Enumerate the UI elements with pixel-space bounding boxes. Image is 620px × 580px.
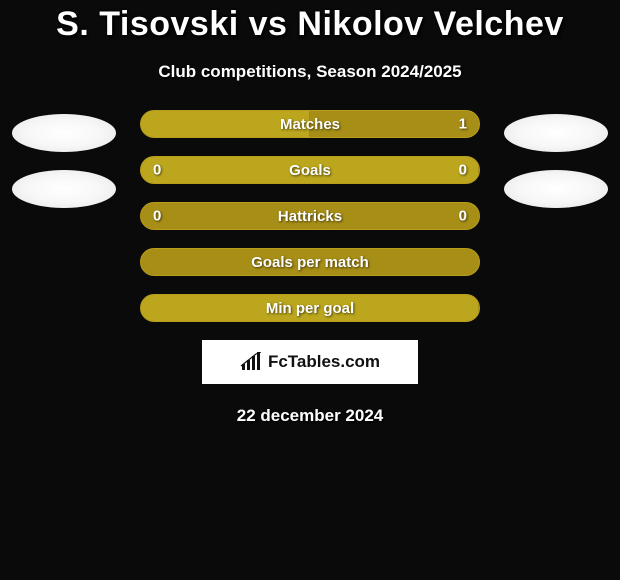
player-badge-oval bbox=[504, 170, 608, 208]
stat-left-value: 0 bbox=[153, 208, 161, 225]
right-player-column bbox=[504, 110, 608, 322]
logo-text: FcTables.com bbox=[268, 352, 380, 372]
stat-label: Goals per match bbox=[251, 254, 369, 271]
stat-left-value: 0 bbox=[153, 162, 161, 179]
stat-fill bbox=[141, 249, 142, 275]
bar-chart-icon bbox=[240, 352, 264, 372]
stat-bar-matches: Matches 1 bbox=[140, 110, 480, 138]
stat-bar-min-per-goal: Min per goal bbox=[140, 294, 480, 322]
page-title: S. Tisovski vs Nikolov Velchev bbox=[56, 5, 564, 44]
stat-label: Matches bbox=[280, 116, 340, 133]
player-badge-oval bbox=[504, 114, 608, 152]
stat-right-value: 0 bbox=[459, 162, 467, 179]
stat-fill bbox=[141, 203, 142, 229]
source-logo[interactable]: FcTables.com bbox=[202, 340, 418, 384]
stat-label: Goals bbox=[289, 162, 331, 179]
stat-label: Min per goal bbox=[266, 300, 354, 317]
stats-bars: Matches 1 0 Goals 0 0 Hattricks 0 Goals … bbox=[140, 110, 480, 322]
player-badge-oval bbox=[12, 114, 116, 152]
stat-bar-goals: 0 Goals 0 bbox=[140, 156, 480, 184]
subtitle: Club competitions, Season 2024/2025 bbox=[158, 62, 461, 82]
stat-right-value: 0 bbox=[459, 208, 467, 225]
stat-right-value: 1 bbox=[459, 116, 467, 133]
stat-label: Hattricks bbox=[278, 208, 342, 225]
stats-section: Matches 1 0 Goals 0 0 Hattricks 0 Goals … bbox=[0, 110, 620, 322]
stat-bar-hattricks: 0 Hattricks 0 bbox=[140, 202, 480, 230]
stat-bar-goals-per-match: Goals per match bbox=[140, 248, 480, 276]
generated-date: 22 december 2024 bbox=[237, 406, 384, 426]
player-badge-oval bbox=[12, 170, 116, 208]
left-player-column bbox=[12, 110, 116, 322]
